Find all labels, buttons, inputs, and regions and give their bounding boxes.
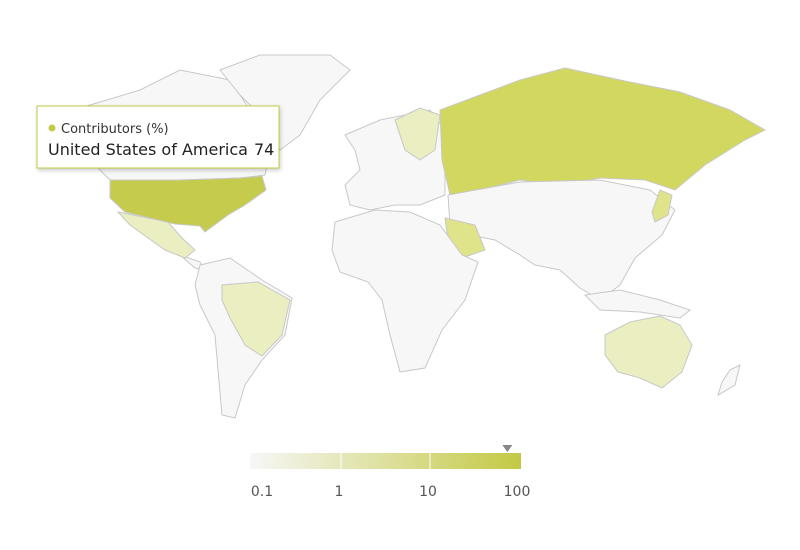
series-name: Contributors (%): [61, 122, 169, 137]
russia: [439, 67, 767, 196]
point-name: United States of America: [48, 140, 248, 159]
usa: [109, 175, 267, 233]
point-value: 74: [254, 140, 274, 159]
scandinavia: [394, 107, 441, 161]
color-axis: [250, 453, 521, 469]
brazil: [221, 281, 291, 357]
tooltip-point: United States of America 74: [48, 140, 274, 159]
color-axis-tick-label: 1: [335, 484, 344, 500]
color-axis-bar: [250, 453, 521, 469]
color-axis-tick-label: 0.1: [251, 484, 273, 500]
color-axis-tick-label: 100: [504, 484, 531, 500]
africa: [331, 209, 479, 373]
asia: [447, 179, 676, 301]
color-axis-tick-label: 10: [419, 484, 437, 500]
japan: [651, 189, 673, 223]
mexico: [116, 211, 196, 259]
tooltip: [36, 105, 280, 169]
legend-symbol: [48, 124, 56, 132]
indonesia: [583, 289, 692, 319]
australia: [604, 315, 693, 389]
color-axis-marker: [502, 445, 513, 452]
new-zealand: [717, 364, 741, 397]
tooltip-box: [36, 105, 280, 169]
